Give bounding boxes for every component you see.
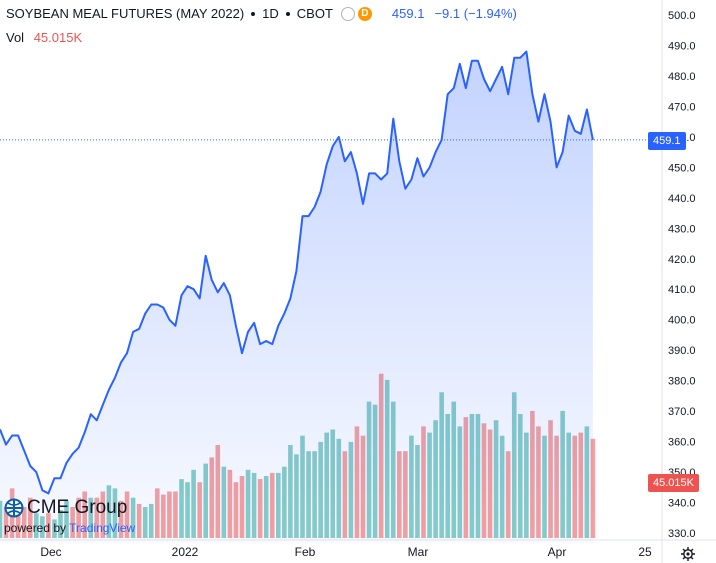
y-tick-label: 470.0: [668, 101, 696, 113]
x-tick-label: 2022: [172, 545, 199, 559]
delayed-badge: D: [357, 6, 372, 21]
y-tick-label: 420.0: [668, 254, 696, 266]
separator-dot: [285, 11, 290, 16]
y-tick-label: 450.0: [668, 162, 696, 174]
separator-dot: [251, 11, 256, 16]
y-tick-label: 330.0: [668, 528, 696, 540]
x-tick-label: 25: [638, 545, 652, 559]
exchange-label: CBOT: [296, 6, 333, 21]
volume-legend[interactable]: Vol 45.015K: [6, 30, 82, 45]
last-price-tag: 459.1: [648, 132, 686, 150]
price-change: −9.1 (−1.94%): [434, 6, 517, 21]
powered-by[interactable]: powered by TradingView: [4, 521, 135, 535]
powered-prefix: powered by: [4, 521, 67, 535]
y-tick-label: 490.0: [668, 40, 696, 52]
chart-header: SOYBEAN MEAL FUTURES (MAY 2022) 1D CBOT …: [6, 6, 517, 21]
y-tick-label: 430.0: [668, 223, 696, 235]
volume-value: 45.015K: [33, 30, 83, 45]
cme-logo-text: CME Group: [27, 497, 128, 518]
x-tick-label: Dec: [40, 545, 61, 559]
price-line[interactable]: [0, 50, 594, 495]
y-tick-label: 410.0: [668, 284, 696, 296]
y-tick-label: 480.0: [668, 71, 696, 83]
last-volume-tag: 45.015K: [648, 474, 699, 492]
symbol-title[interactable]: SOYBEAN MEAL FUTURES (MAY 2022): [6, 6, 245, 21]
y-tick-label: 340.0: [668, 498, 696, 510]
y-tick-label: 390.0: [668, 345, 696, 357]
globe-icon: [4, 498, 24, 518]
status-circle-icon: [340, 6, 355, 21]
cme-logo[interactable]: CME Group: [4, 497, 127, 519]
y-tick-label: 500.0: [668, 10, 696, 22]
interval-label[interactable]: 1D: [262, 6, 279, 21]
tradingview-link[interactable]: TradingView: [69, 521, 136, 535]
x-tick-label: Feb: [295, 545, 316, 559]
y-tick-label: 360.0: [668, 437, 696, 449]
volume-label: Vol: [6, 30, 25, 45]
y-tick-label: 380.0: [668, 376, 696, 388]
settings-gear-icon[interactable]: [680, 546, 696, 562]
y-tick-label: 370.0: [668, 406, 696, 418]
y-tick-label: 400.0: [668, 315, 696, 327]
x-tick-label: Apr: [548, 545, 567, 559]
price-area-fill: [0, 51, 593, 543]
last-price: 459.1: [391, 6, 425, 21]
y-tick-label: 440.0: [668, 193, 696, 205]
x-tick-label: Mar: [408, 545, 429, 559]
market-status-badges[interactable]: D: [340, 6, 372, 21]
